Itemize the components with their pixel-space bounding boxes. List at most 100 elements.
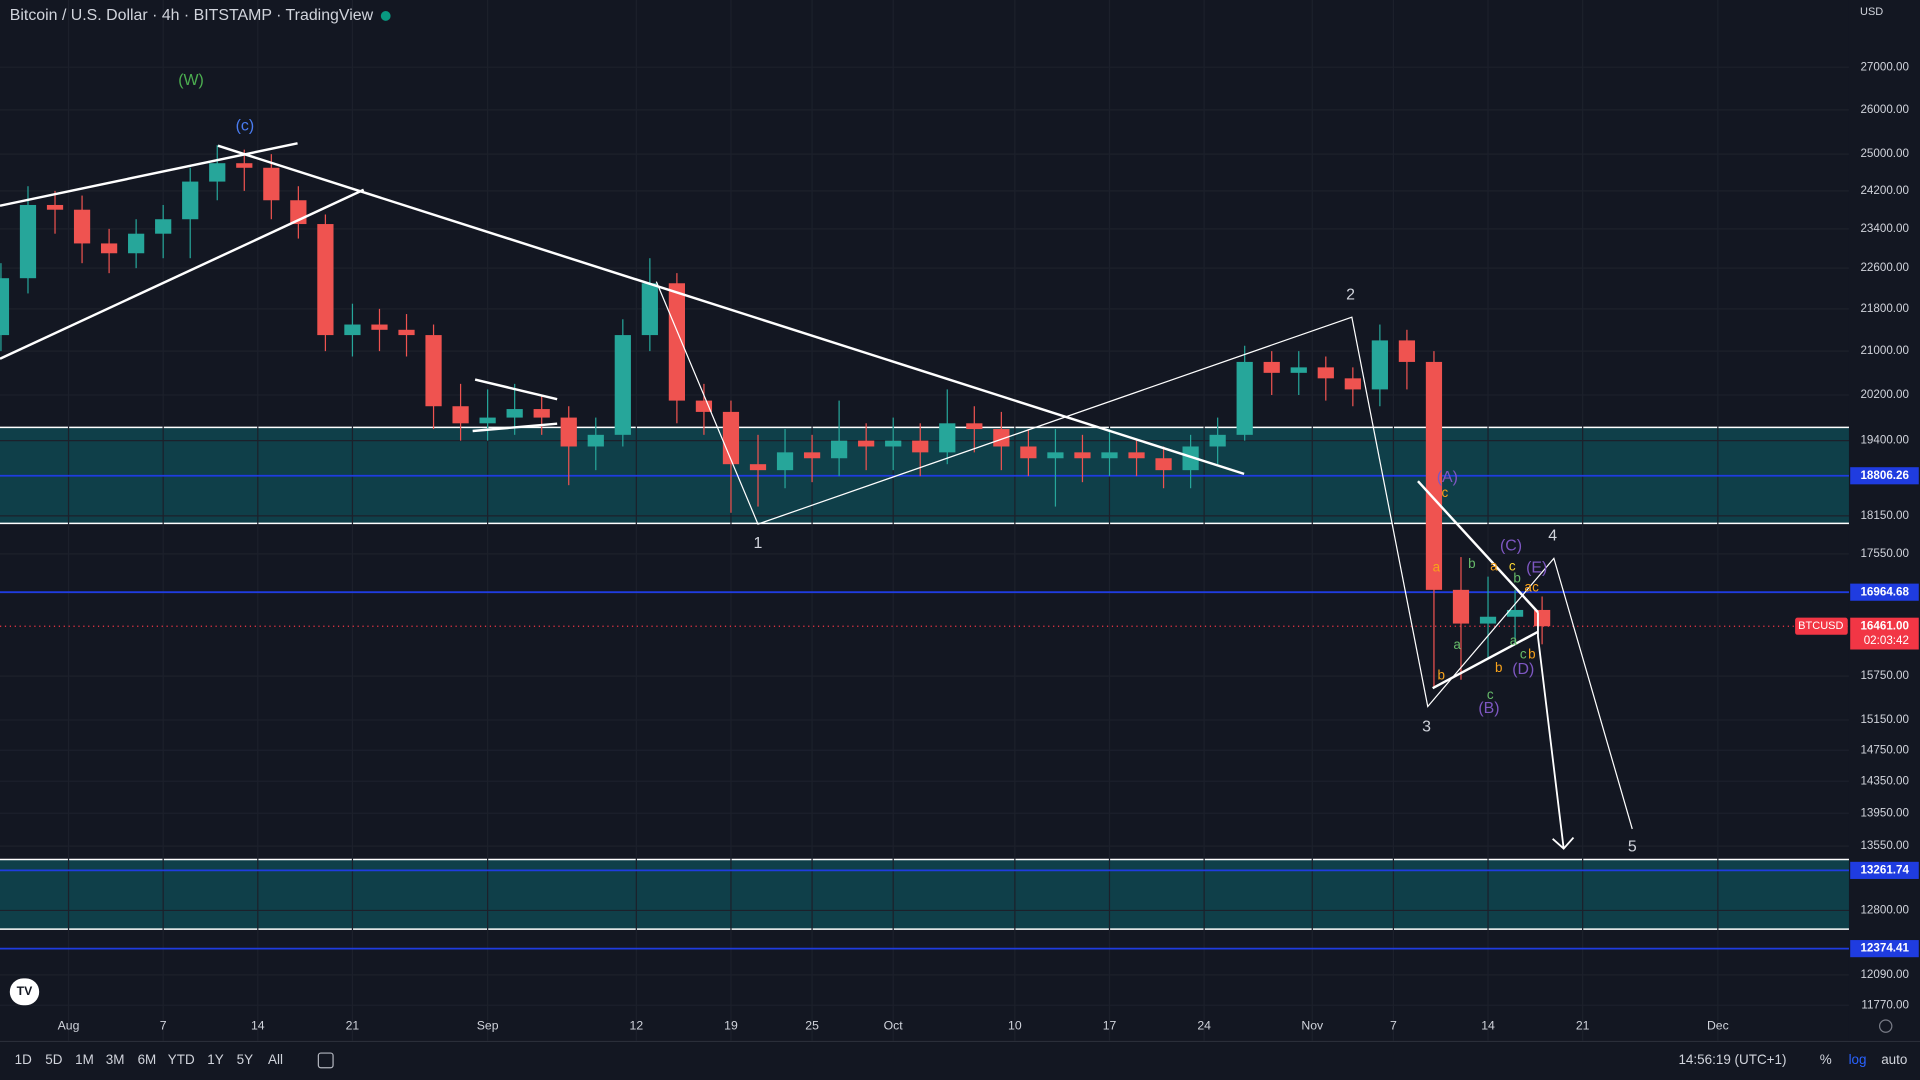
candle-body <box>1101 452 1118 459</box>
y-tick-label: 25000.00 <box>1860 147 1909 160</box>
subwave-label: c <box>1520 647 1527 662</box>
candle-body <box>966 423 983 430</box>
wave-label: (B) <box>1478 700 1499 717</box>
candle-body <box>209 163 226 182</box>
level-label: 12374.41 <box>1860 942 1909 955</box>
candle-body <box>182 181 199 220</box>
x-tick-label: 7 <box>1390 1018 1397 1032</box>
candle-body <box>1533 609 1551 627</box>
clock: 14:56:19 (UTC+1) <box>1678 1052 1786 1067</box>
candle-body <box>695 400 713 412</box>
candle-body <box>1290 367 1307 373</box>
subwave-label: b <box>1437 667 1444 682</box>
candle-body <box>722 411 740 465</box>
wave-label: 2 <box>1346 286 1355 303</box>
candle-body <box>1506 609 1524 617</box>
candle-body <box>641 283 658 336</box>
subwave-label: b <box>1513 571 1520 586</box>
candle-body <box>1155 458 1172 471</box>
candle-body <box>452 406 469 424</box>
arrow-head <box>1552 836 1575 850</box>
projection-arrow <box>1537 612 1565 849</box>
candle-body <box>885 440 902 447</box>
candle-body <box>803 452 821 459</box>
level-label: 18806.26 <box>1860 469 1909 482</box>
symbol-title: Bitcoin / U.S. Dollar · 4h · BITSTAMP · … <box>10 7 374 24</box>
candle-body <box>614 335 631 435</box>
range-button[interactable]: 5Y <box>237 1052 253 1067</box>
range-button[interactable]: 3M <box>106 1052 125 1067</box>
subwave-label: a <box>1510 633 1518 648</box>
candle-body <box>776 452 794 471</box>
date-range-icon[interactable] <box>317 1052 334 1069</box>
candle-body <box>263 167 280 201</box>
scale-option[interactable]: % <box>1820 1052 1832 1067</box>
range-button[interactable]: 6M <box>138 1052 157 1067</box>
subwave-label: a <box>1490 559 1498 574</box>
price-tag: 16461.00 <box>1860 619 1909 632</box>
candle-body <box>1182 446 1199 471</box>
x-tick-label: 7 <box>160 1018 167 1032</box>
y-tick-label: 26000.00 <box>1860 103 1909 116</box>
range-button[interactable]: 1M <box>75 1052 94 1067</box>
wave-label: (A) <box>1437 469 1458 486</box>
level-label-bg <box>1850 467 1919 485</box>
candle-body <box>128 233 145 254</box>
x-tick-label: Aug <box>58 1018 80 1032</box>
subwave-label: a <box>1524 579 1532 594</box>
wave-labels: (W) (c) 1 2 3 4 5 (A) (B) (C) (D) (E) c … <box>178 72 1637 856</box>
candle-body <box>506 409 523 418</box>
x-tick-label: Sep <box>477 1018 499 1032</box>
range-button[interactable]: All <box>268 1052 283 1067</box>
settings-icon[interactable] <box>1878 1019 1893 1033</box>
y-tick-label: 18150.00 <box>1860 509 1909 522</box>
y-tick-label: 15750.00 <box>1860 669 1909 682</box>
range-button[interactable]: 1D <box>15 1052 32 1067</box>
level-label: 13261.74 <box>1860 863 1909 876</box>
tv-logo[interactable] <box>9 978 40 1006</box>
chart-layer <box>0 426 1849 950</box>
wave-label: (W) <box>178 72 204 89</box>
candle-body <box>1425 361 1443 590</box>
y-tick-label: 22600.00 <box>1860 261 1909 274</box>
y-tick-label: 21800.00 <box>1860 302 1909 315</box>
wave-label: 3 <box>1422 719 1431 736</box>
subwave-label: c <box>1532 579 1539 594</box>
x-tick-label: Dec <box>1707 1018 1729 1032</box>
y-tick-label: 13550.00 <box>1860 839 1909 852</box>
range-button[interactable]: 5D <box>45 1052 62 1067</box>
price-tag-bg <box>1850 617 1919 650</box>
y-tick-label: 19400.00 <box>1860 434 1909 447</box>
range-button[interactable]: YTD <box>168 1052 195 1067</box>
candle-body <box>912 440 929 453</box>
y-tick-label: 14350.00 <box>1860 774 1909 787</box>
triangle-line <box>1417 480 1539 614</box>
level-label-bg <box>1850 861 1919 879</box>
currency[interactable]: USD <box>1860 6 1883 18</box>
y-tick-label: 14750.00 <box>1860 743 1909 756</box>
scale-option[interactable]: log <box>1849 1052 1867 1067</box>
bottom-toolbar <box>0 1040 1920 1080</box>
level-label-bg <box>1850 940 1919 958</box>
candle-body <box>1236 361 1253 435</box>
candle-body <box>1263 361 1280 373</box>
x-tick-label: 24 <box>1197 1018 1211 1032</box>
y-tick-label: 11770.00 <box>1861 998 1909 1011</box>
level-label: 16964.68 <box>1860 585 1909 598</box>
tv-logo-text: TV <box>17 984 33 998</box>
subwave-label: b <box>1468 556 1475 571</box>
y-tick-label: 12800.00 <box>1860 904 1909 917</box>
range-button[interactable]: 1Y <box>207 1052 223 1067</box>
trendline <box>0 142 298 207</box>
y-tick-label: 12090.00 <box>1860 968 1909 981</box>
candle-body <box>1479 616 1497 624</box>
x-tick-label: 14 <box>1481 1018 1495 1032</box>
scale-option[interactable]: auto <box>1881 1052 1907 1067</box>
subwave-label: a <box>1433 560 1441 575</box>
x-tick-label: 12 <box>630 1018 644 1032</box>
subwave-label: c <box>1442 485 1449 500</box>
x-tick-label: 21 <box>346 1018 360 1032</box>
y-tick-label: 13950.00 <box>1860 806 1909 819</box>
candle-body <box>398 329 415 336</box>
